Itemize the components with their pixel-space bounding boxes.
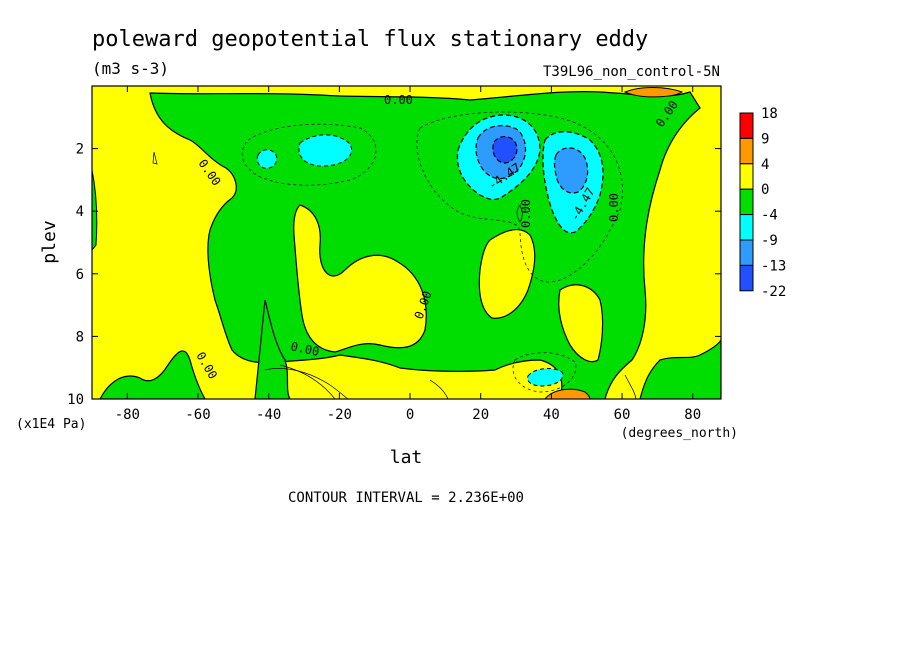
units-label: (m3 s-3)	[92, 59, 169, 78]
very-strong-negative-27n	[492, 136, 518, 164]
contour-lines	[241, 111, 623, 393]
y-tick-label: 8	[76, 329, 84, 345]
x-tick-label: 40	[543, 407, 560, 423]
contour-line-7	[624, 374, 637, 399]
contour-label: 0.00	[289, 339, 320, 359]
colorbar: 18 9 4 0 -4 -9 -13 -22	[739, 106, 786, 300]
x-tick-label: -80	[115, 407, 140, 423]
contour-line-5	[279, 364, 336, 399]
x-axis-title: lat	[390, 447, 423, 468]
positive-contour-lines	[152, 151, 637, 399]
strong-negative-45n	[553, 147, 589, 194]
x-tick-label: 20	[472, 407, 489, 423]
near-zero-negative-west	[92, 169, 98, 251]
colorbar-label: -22	[761, 284, 786, 300]
y-tick-label: 2	[76, 142, 84, 158]
x-tick-label: 80	[684, 407, 701, 423]
colorbar-swatch	[739, 214, 754, 241]
contour-label: 0.00	[607, 193, 621, 222]
contour-line-8	[516, 204, 523, 223]
colorbar-swatch	[739, 264, 754, 292]
plot-frame	[91, 85, 722, 400]
colorbar-swatch	[739, 163, 754, 190]
run-label: T39L96_non_control-5N	[543, 64, 720, 80]
contour-label: 0.00	[384, 93, 413, 107]
y-tick-label: 10	[67, 392, 84, 408]
colorbar-swatch	[739, 137, 754, 165]
contour-line-2	[416, 111, 623, 283]
colorbar-label: -9	[761, 233, 778, 249]
y-units-label: (x1E4 Pa)	[16, 417, 86, 432]
negative-region-40s	[256, 149, 278, 169]
colorbar-swatch	[739, 112, 754, 139]
y-tick-label: 4	[76, 204, 84, 220]
positive-pocket-30n	[478, 228, 536, 319]
x-axis: -80 -60 -40 -20 0 20 40 60 80	[115, 86, 701, 423]
contour-fields: 0.00 0.00 0.00 0.00 0.00 0.00 0.00 0.00 …	[92, 86, 721, 399]
contour-line-6	[429, 379, 449, 399]
colorbar-label: 0	[761, 182, 769, 198]
colorbar-swatch	[739, 239, 754, 266]
y-tick-label: 6	[76, 267, 84, 283]
x-tick-label: -20	[327, 407, 352, 423]
colorbar-label: -4	[761, 208, 778, 224]
colorbar-label: -13	[761, 258, 786, 274]
positive-pocket-sh	[293, 204, 427, 353]
colorbar-swatch	[739, 188, 754, 216]
colorbar-label: 4	[761, 157, 769, 173]
y-axis: 2 4 6 8 10	[67, 142, 721, 408]
x-tick-label: -40	[256, 407, 281, 423]
x-tick-label: 60	[614, 407, 631, 423]
x-tick-label: -60	[185, 407, 210, 423]
y-axis-title: plev	[39, 220, 60, 263]
negative-region-25s	[298, 134, 352, 167]
x-tick-label: 0	[406, 407, 414, 423]
near-zero-negative-sh-finger	[254, 299, 291, 399]
positive-pocket-48n	[558, 284, 604, 363]
near-zero-negative-sh-surface	[99, 350, 206, 399]
contour-interval-text: CONTOUR INTERVAL = 2.236E+00	[288, 490, 524, 506]
contour-line-1	[241, 123, 377, 186]
contour-label: 0.00	[519, 199, 533, 228]
x-units-label: (degrees_north)	[621, 426, 738, 441]
colorbar-label: 18	[761, 106, 778, 122]
contour-line-4	[264, 368, 349, 399]
strong-positive-65n-top	[623, 87, 684, 98]
negative-region-45n-surface	[527, 368, 564, 387]
chart-title: poleward geopotential flux stationary ed…	[92, 27, 648, 52]
near-zero-negative-east	[639, 338, 721, 399]
colorbar-label: 9	[761, 131, 769, 147]
contour-line-9	[152, 151, 158, 165]
